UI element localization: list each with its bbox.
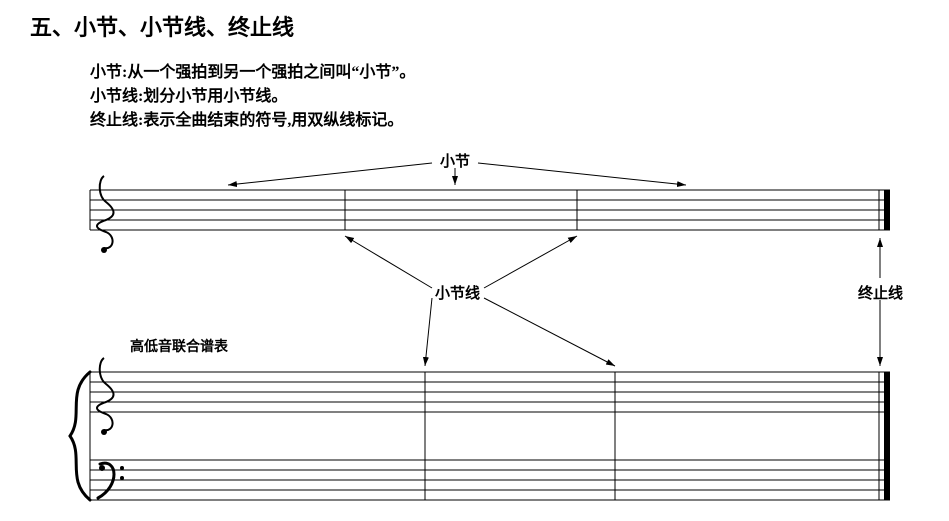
music-diagram-canvas	[0, 0, 949, 521]
